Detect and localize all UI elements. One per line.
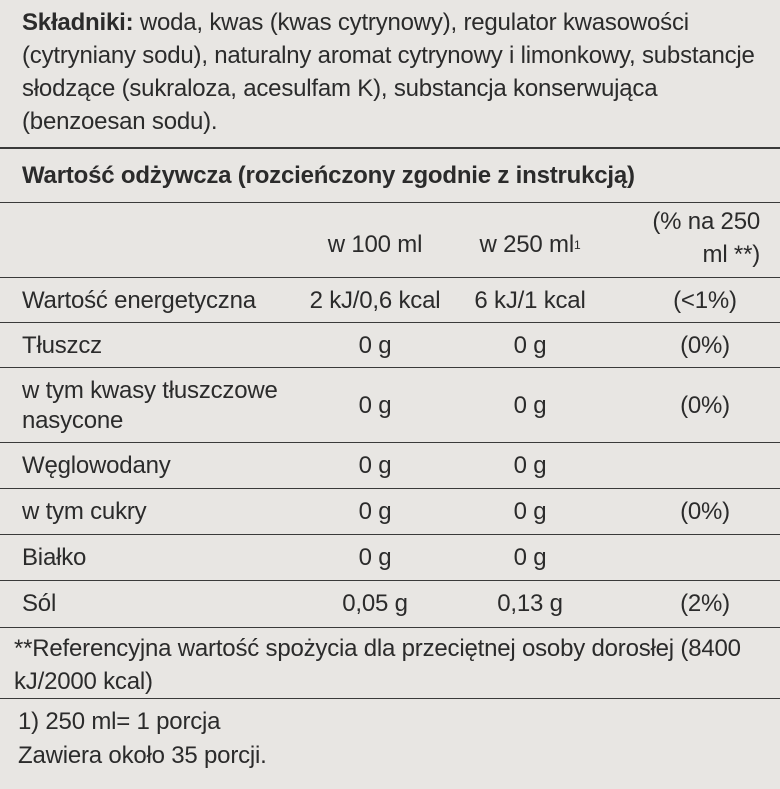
row-divider	[0, 367, 780, 368]
row-name: w tym kwasy tłuszczowe nasycone	[22, 376, 278, 434]
row-250: 0 g	[513, 331, 547, 359]
divider	[0, 202, 780, 203]
row-name: Wartość energetyczna	[22, 286, 256, 314]
row-percent: (0%)	[680, 498, 730, 525]
header-percent: (% na 250 ml **)	[652, 208, 760, 268]
row-name: w tym cukry	[22, 498, 147, 525]
row-250: 0,13 g	[497, 590, 563, 617]
row-divider	[0, 442, 780, 443]
row-100: 0 g	[358, 452, 392, 479]
table-title: Wartość odżywcza (rozcieńczony zgodnie z…	[22, 162, 635, 189]
ingredients-text: woda, kwas (kwas cytrynowy), regulator k…	[22, 9, 755, 135]
row-name: Białko	[22, 544, 87, 571]
row-percent: (0%)	[680, 331, 730, 359]
divider	[0, 698, 780, 699]
row-100: 0,05 g	[342, 590, 408, 617]
row-name: Sól	[22, 590, 57, 617]
footnote: 1) 250 ml= 1 porcja	[18, 708, 221, 735]
row-100: 0 g	[358, 391, 392, 419]
row-100: 0 g	[358, 544, 392, 571]
row-250: 0 g	[513, 544, 547, 571]
footnote: **Referencyjna wartość spożycia dla prze…	[14, 635, 741, 695]
header-250: w 250 ml 1	[479, 231, 581, 258]
ingredients: Składniki: woda, kwas (kwas cytrynowy), …	[22, 6, 767, 138]
row-250: 0 g	[513, 452, 547, 479]
row-name: Tłuszcz	[22, 331, 102, 359]
row-divider	[0, 580, 780, 581]
row-name: Węglowodany	[22, 452, 171, 479]
row-percent: (0%)	[680, 391, 730, 419]
divider	[0, 147, 780, 149]
ingredients-label: Składniki:	[22, 9, 134, 36]
divider	[0, 627, 780, 628]
header-100: w 100 ml	[327, 231, 423, 258]
row-250: 0 g	[513, 498, 547, 525]
row-100: 2 kJ/0,6 kcal	[309, 286, 441, 314]
row-divider	[0, 534, 780, 535]
row-250: 0 g	[513, 391, 547, 419]
row-divider	[0, 277, 780, 278]
footnote: Zawiera około 35 porcji.	[18, 742, 267, 769]
row-100: 0 g	[358, 331, 392, 359]
header-250-text: w 250 ml	[479, 231, 575, 258]
row-percent: (<1%)	[673, 286, 737, 314]
row-100: 0 g	[358, 498, 392, 525]
row-percent: (2%)	[680, 590, 730, 617]
row-250: 6 kJ/1 kcal	[474, 286, 586, 314]
row-divider	[0, 488, 780, 489]
row-divider	[0, 322, 780, 323]
